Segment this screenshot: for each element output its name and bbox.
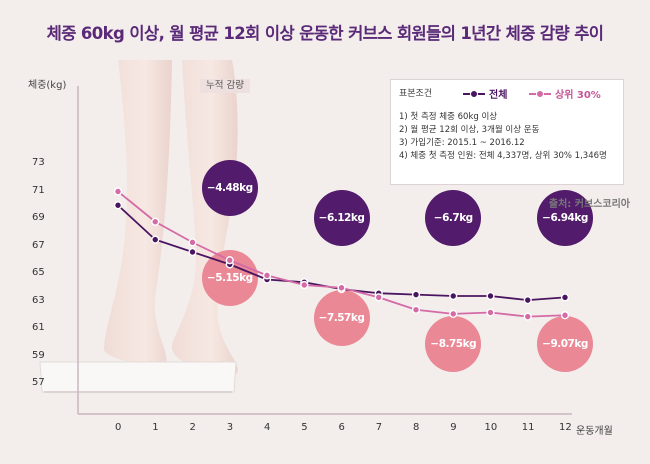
x-tick-label: 1 bbox=[152, 422, 159, 433]
loss-bubble-top: −9.07kg bbox=[537, 316, 593, 372]
data-point-1 bbox=[411, 305, 421, 314]
loss-bubble-total: −4.48kg bbox=[201, 160, 258, 216]
x-tick-label: 12 bbox=[559, 422, 572, 433]
cumulative-loss-note: 누적 감량 bbox=[200, 79, 250, 93]
data-point-1 bbox=[262, 271, 272, 280]
data-point-1 bbox=[188, 238, 197, 247]
x-tick-label: 5 bbox=[301, 422, 308, 433]
data-point-1 bbox=[151, 217, 160, 226]
series-line-1 bbox=[117, 190, 566, 318]
legend-swatch-total bbox=[463, 89, 485, 99]
data-point-0 bbox=[523, 296, 532, 305]
legend-item-total: 전체 bbox=[463, 86, 507, 101]
loss-bubble-top: −7.57kg bbox=[313, 290, 370, 346]
x-tick-label: 9 bbox=[450, 422, 457, 433]
legend-box: 표본조건 전체 상위 30% 1) 첫 측정 체중 60kg 이상 2) 월 평… bbox=[390, 79, 624, 185]
data-point-0 bbox=[560, 293, 570, 302]
loss-bubble-total: −6.12kg bbox=[313, 190, 370, 246]
loss-bubble-total: −6.7kg bbox=[425, 190, 482, 246]
data-point-1 bbox=[560, 311, 570, 320]
data-point-1 bbox=[113, 187, 123, 196]
data-point-1 bbox=[486, 308, 495, 317]
legend-heading: 표본조건 bbox=[399, 89, 433, 99]
source-note: 출처: 커브스코리아 bbox=[548, 199, 630, 210]
loss-bubble-total: −6.94kg bbox=[537, 190, 593, 246]
condition-2: 2) 월 평균 12회 이상, 3개월 이상 운동 bbox=[399, 125, 540, 135]
data-point-0 bbox=[486, 291, 495, 301]
data-point-1 bbox=[449, 309, 458, 318]
data-point-0 bbox=[113, 201, 123, 210]
legend-label-top: 상위 30% bbox=[555, 90, 601, 101]
y-tick-label: 63 bbox=[32, 294, 45, 306]
data-point-0 bbox=[449, 291, 458, 301]
loss-bubble-top: −8.75kg bbox=[425, 316, 482, 372]
data-point-1 bbox=[300, 280, 309, 290]
x-tick-label: 2 bbox=[189, 422, 196, 433]
data-point-1 bbox=[523, 312, 532, 321]
chart-title: 체중 60kg 이상, 월 평균 12회 이상 운동한 커브스 회원들의 1년간… bbox=[46, 24, 604, 43]
y-axis-label: 체중(kg) bbox=[28, 80, 67, 91]
y-tick-label: 65 bbox=[32, 267, 45, 278]
y-tick-label: 61 bbox=[32, 322, 45, 333]
x-tick-label: 4 bbox=[264, 422, 271, 433]
x-tick-label: 6 bbox=[338, 422, 345, 433]
x-tick-label: 10 bbox=[484, 422, 498, 433]
x-tick-label: 8 bbox=[413, 422, 420, 433]
y-tick-label: 67 bbox=[32, 239, 45, 251]
y-tick-label: 71 bbox=[32, 184, 45, 196]
data-point-1 bbox=[225, 256, 234, 265]
data-point-0 bbox=[188, 247, 197, 257]
data-point-0 bbox=[411, 290, 421, 299]
data-point-1 bbox=[374, 293, 383, 302]
y-tick-label: 57 bbox=[32, 377, 45, 388]
data-point-0 bbox=[151, 235, 160, 244]
y-tick-label: 59 bbox=[32, 349, 45, 361]
condition-4: 4) 체중 첫 측정 인원: 전체 4,337명, 상위 30% 1,346명 bbox=[399, 151, 607, 161]
legend-swatch-top bbox=[529, 89, 551, 99]
condition-1: 1) 첫 측정 체중 60kg 이상 bbox=[399, 112, 498, 122]
x-tick-label: 3 bbox=[226, 422, 234, 433]
data-point-1 bbox=[337, 283, 346, 292]
y-tick-label: 69 bbox=[32, 212, 45, 223]
legend-label-total: 전체 bbox=[489, 90, 508, 101]
x-tick-label: 11 bbox=[521, 422, 535, 433]
condition-3: 3) 가입기준: 2015.1 ~ 2016.12 bbox=[399, 138, 525, 148]
y-tick-label: 73 bbox=[32, 157, 45, 168]
x-tick-label: 7 bbox=[375, 422, 383, 433]
legend-item-top: 상위 30% bbox=[529, 86, 601, 101]
x-tick-label: 0 bbox=[115, 422, 122, 433]
x-axis-label: 운동개월 bbox=[576, 426, 613, 437]
